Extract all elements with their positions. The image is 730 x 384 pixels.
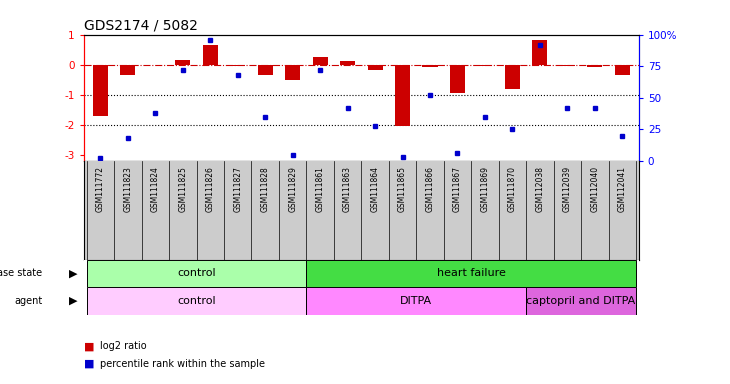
Text: GSM111865: GSM111865: [398, 166, 407, 212]
Bar: [615, 65, 630, 75]
Text: ▶: ▶: [69, 296, 77, 306]
Bar: [367, 65, 383, 70]
Bar: [587, 65, 602, 67]
Text: GSM111824: GSM111824: [151, 166, 160, 212]
Bar: [258, 65, 273, 75]
Bar: [307, 260, 636, 287]
Text: GDS2174 / 5082: GDS2174 / 5082: [84, 18, 198, 32]
Text: GSM112038: GSM112038: [535, 166, 545, 212]
Bar: [87, 260, 307, 287]
Bar: [120, 65, 136, 75]
Text: GSM111823: GSM111823: [123, 166, 132, 212]
Text: DITPA: DITPA: [400, 296, 432, 306]
Bar: [340, 61, 356, 65]
Text: control: control: [177, 296, 216, 306]
Text: GSM111825: GSM111825: [178, 166, 188, 212]
Text: GSM111827: GSM111827: [234, 166, 242, 212]
Text: GSM111829: GSM111829: [288, 166, 297, 212]
Text: GSM111869: GSM111869: [480, 166, 489, 212]
Bar: [175, 60, 191, 65]
Bar: [395, 65, 410, 126]
Bar: [307, 287, 526, 315]
Bar: [423, 65, 437, 67]
Text: GSM111863: GSM111863: [343, 166, 352, 212]
Text: GSM112039: GSM112039: [563, 166, 572, 212]
Text: GSM111826: GSM111826: [206, 166, 215, 212]
Text: GSM111828: GSM111828: [261, 166, 269, 212]
Text: GSM111867: GSM111867: [453, 166, 462, 212]
Text: disease state: disease state: [0, 268, 42, 278]
Text: captopril and DITPA: captopril and DITPA: [526, 296, 636, 306]
Bar: [505, 65, 520, 89]
Bar: [560, 65, 575, 66]
Bar: [526, 287, 636, 315]
Text: GSM112041: GSM112041: [618, 166, 627, 212]
Text: percentile rank within the sample: percentile rank within the sample: [100, 359, 265, 369]
Text: GSM111772: GSM111772: [96, 166, 105, 212]
Bar: [532, 40, 548, 65]
Bar: [312, 56, 328, 65]
Bar: [450, 65, 465, 93]
Bar: [203, 45, 218, 65]
Text: ▶: ▶: [69, 268, 77, 278]
Text: ■: ■: [84, 341, 94, 351]
Text: control: control: [177, 268, 216, 278]
Text: GSM112040: GSM112040: [591, 166, 599, 212]
Text: GSM111870: GSM111870: [508, 166, 517, 212]
Bar: [93, 65, 108, 116]
Text: ■: ■: [84, 359, 94, 369]
Text: GSM111861: GSM111861: [315, 166, 325, 212]
Bar: [285, 65, 300, 80]
Text: agent: agent: [14, 296, 42, 306]
Text: GSM111864: GSM111864: [371, 166, 380, 212]
Text: GSM111866: GSM111866: [426, 166, 434, 212]
Bar: [477, 65, 493, 66]
Text: heart failure: heart failure: [437, 268, 506, 278]
Text: log2 ratio: log2 ratio: [100, 341, 147, 351]
Bar: [230, 65, 245, 66]
Bar: [87, 287, 307, 315]
